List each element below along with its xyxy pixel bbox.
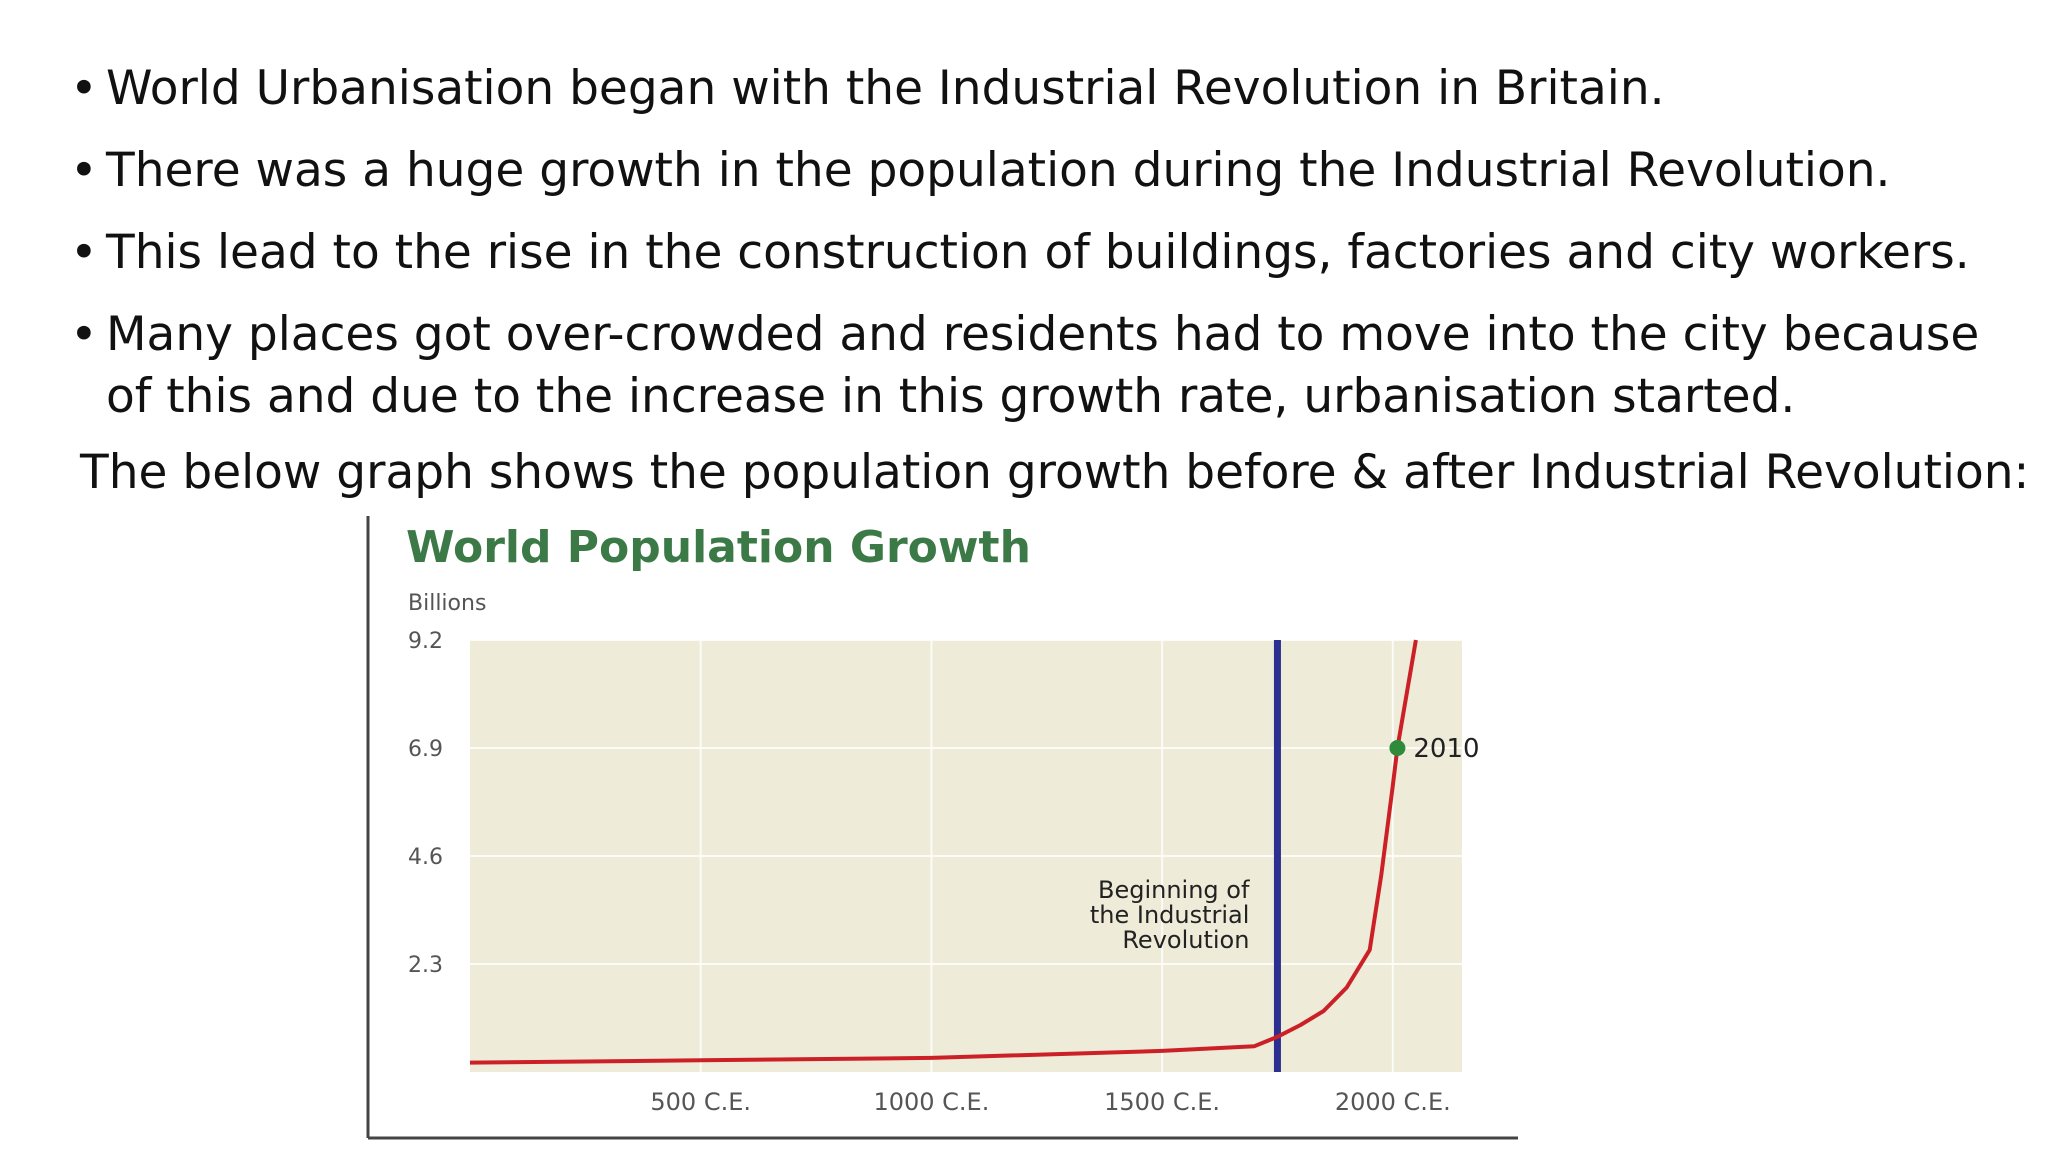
bullet-item: Many places got over-crowded and residen… [70,304,2030,428]
graph-intro-text: The below graph shows the population gro… [80,445,2030,500]
reference-line-label: the Industrial [1090,901,1250,929]
y-tick-label: 9.2 [408,629,443,654]
y-tick-label: 6.9 [408,737,443,762]
data-point-label: 2010 [1413,734,1479,764]
chart-title: World Population Growth [406,522,1031,573]
reference-line-label: Beginning of [1098,876,1250,904]
reference-line-label: Revolution [1122,926,1249,954]
x-tick-label: 500 C.E. [650,1088,751,1116]
y-axis-label: Billions [408,591,486,616]
bullet-list: World Urbanisation began with the Indust… [70,58,2030,448]
population-chart: Beginning of the Industrial Revolution 201… [350,510,1530,1150]
x-tick-label: 2000 C.E. [1335,1088,1451,1116]
x-tick-label: 1500 C.E. [1104,1088,1220,1116]
bullet-item: This lead to the rise in the constructio… [70,222,2030,284]
population-series-line [469,639,1418,1065]
y-tick-label: 2.3 [408,953,443,978]
y-tick-label: 4.6 [408,845,443,870]
data-point-2010 [1389,740,1406,756]
bullet-item: World Urbanisation began with the Indust… [70,58,2030,120]
x-tick-label: 1000 C.E. [873,1088,989,1116]
bullet-item: There was a huge growth in the populatio… [70,140,2030,202]
